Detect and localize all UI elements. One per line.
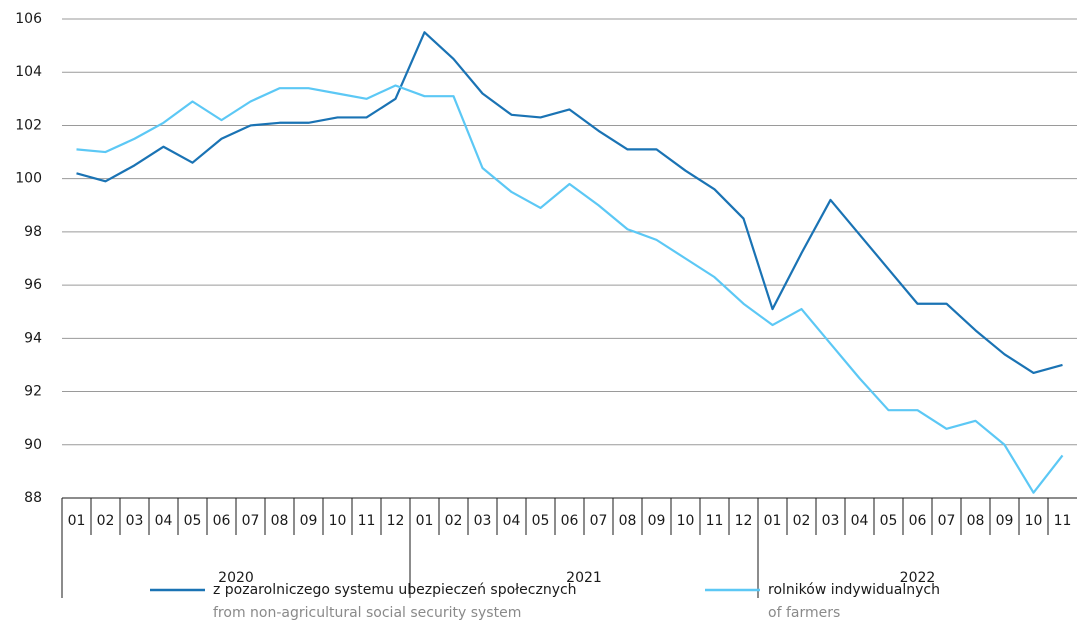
x-tick-label: 07 (938, 513, 956, 529)
y-tick-label: 88 (24, 490, 42, 506)
x-tick-label: 03 (822, 513, 840, 529)
x-tick-label: 02 (793, 513, 811, 529)
x-tick-label: 02 (97, 513, 115, 529)
x-tick-label: 09 (996, 513, 1014, 529)
y-tick-label: 100 (15, 171, 42, 187)
y-tick-label: 92 (24, 384, 42, 400)
x-tick-label: 08 (619, 513, 637, 529)
x-tick-label: 09 (300, 513, 318, 529)
x-tick-label: 08 (967, 513, 985, 529)
x-tick-label: 03 (474, 513, 492, 529)
x-tick-label: 12 (735, 513, 753, 529)
x-tick-label: 06 (909, 513, 927, 529)
x-tick-label: 11 (706, 513, 724, 529)
x-tick-label: 01 (764, 513, 782, 529)
y-tick-label: 106 (15, 11, 42, 27)
x-tick-label: 10 (677, 513, 695, 529)
x-tick-label: 05 (184, 513, 202, 529)
group-label: 2021 (566, 570, 602, 586)
legend-label: rolników indywidualnych (768, 582, 940, 598)
x-tick-label: 12 (387, 513, 405, 529)
y-tick-label: 90 (24, 437, 42, 453)
x-tick-label: 04 (851, 513, 869, 529)
x-tick-label: 11 (1054, 513, 1072, 529)
group-label: 2022 (900, 570, 936, 586)
y-tick-label: 102 (15, 117, 42, 133)
x-tick-label: 05 (532, 513, 550, 529)
x-tick-label: 08 (271, 513, 289, 529)
group-label: 2020 (218, 570, 254, 586)
x-tick-label: 02 (445, 513, 463, 529)
x-tick-label: 01 (68, 513, 86, 529)
x-tick-label: 04 (503, 513, 521, 529)
x-tick-label: 11 (358, 513, 376, 529)
legend-sublabel: of farmers (768, 605, 840, 621)
x-tick-label: 10 (1025, 513, 1043, 529)
x-tick-label: 07 (590, 513, 608, 529)
x-tick-label: 06 (561, 513, 579, 529)
y-tick-label: 104 (15, 64, 42, 80)
x-tick-label: 05 (880, 513, 898, 529)
series-line (76, 84, 1064, 494)
legend-sublabel: from non-agricultural social security sy… (213, 605, 521, 621)
y-tick-label: 94 (24, 330, 42, 346)
x-tick-label: 03 (126, 513, 144, 529)
x-tick-label: 10 (329, 513, 347, 529)
x-tick-label: 07 (242, 513, 260, 529)
x-tick-label: 04 (155, 513, 173, 529)
x-tick-label: 01 (416, 513, 434, 529)
y-tick-label: 96 (24, 277, 42, 293)
x-tick-label: 09 (648, 513, 666, 529)
y-tick-label: 98 (24, 224, 42, 240)
series-line (76, 31, 1063, 375)
legend-label: z pozarolniczego systemu ubezpieczeń spo… (213, 582, 577, 598)
x-tick-label: 06 (213, 513, 231, 529)
